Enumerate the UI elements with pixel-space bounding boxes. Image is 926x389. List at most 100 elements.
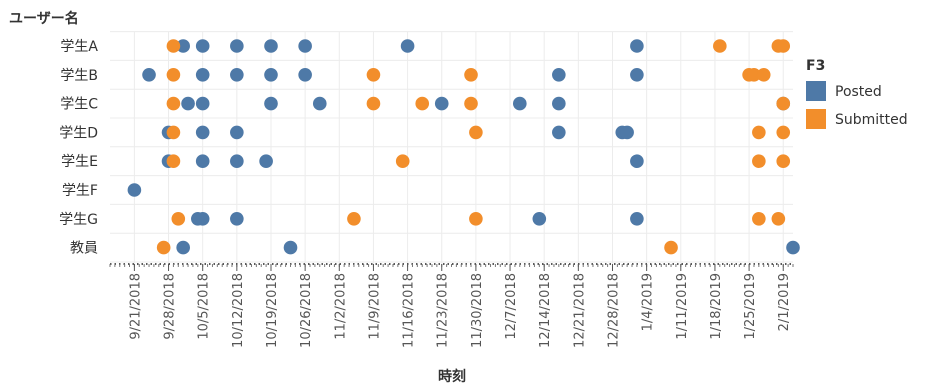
data-point-posted xyxy=(630,68,644,82)
data-point-posted xyxy=(195,39,210,53)
data-point-posted xyxy=(513,96,527,111)
data-point-posted xyxy=(195,154,210,168)
data-point-posted xyxy=(230,39,244,53)
x-tick-label: 10/5/2018 xyxy=(197,273,212,340)
data-point-posted xyxy=(230,154,244,168)
data-points xyxy=(127,39,800,255)
data-point-submitted xyxy=(156,240,171,255)
data-point-posted xyxy=(142,68,156,82)
data-point-posted xyxy=(630,39,644,53)
data-point-posted xyxy=(630,212,644,226)
x-tick-label: 11/16/2018 xyxy=(402,273,417,348)
data-point-posted xyxy=(264,96,278,111)
data-point-submitted xyxy=(747,68,761,82)
legend-title: F3 xyxy=(806,58,825,74)
row-label: 学生F xyxy=(62,183,98,199)
x-tick-label: 1/25/2019 xyxy=(743,273,758,340)
row-label: 学生C xyxy=(60,97,98,113)
data-point-posted xyxy=(230,212,244,226)
data-point-posted xyxy=(195,125,210,140)
data-point-submitted xyxy=(469,212,483,226)
row-label: 学生A xyxy=(60,39,98,55)
data-point-posted xyxy=(195,68,210,82)
data-point-submitted xyxy=(776,125,791,140)
data-point-posted xyxy=(264,68,278,82)
row-axis-title: ユーザー名 xyxy=(9,10,79,27)
data-point-posted xyxy=(552,96,566,111)
x-tick-label: 2/1/2019 xyxy=(777,273,792,331)
x-tick-label: 9/28/2018 xyxy=(163,273,178,340)
data-point-submitted xyxy=(166,68,181,82)
row-label: 学生E xyxy=(61,154,98,170)
data-point-submitted xyxy=(366,96,381,111)
data-point-submitted xyxy=(752,212,766,226)
data-point-posted xyxy=(230,125,244,140)
data-point-submitted xyxy=(752,125,766,140)
data-point-submitted xyxy=(166,96,181,111)
data-point-posted xyxy=(312,96,327,111)
legend: F3 Posted Submitted xyxy=(806,58,908,129)
data-point-submitted xyxy=(713,39,727,53)
grid-layer xyxy=(110,31,793,264)
x-tick-label: 12/28/2018 xyxy=(606,273,621,348)
row-label: 教員 xyxy=(70,241,98,257)
data-point-posted xyxy=(532,212,547,226)
data-point-submitted xyxy=(366,68,381,82)
data-point-posted xyxy=(552,68,566,82)
row-label: 学生G xyxy=(59,212,98,228)
row-labels: 学生A 学生B 学生C 学生D 学生E 学生F 学生G 教員 xyxy=(59,39,98,257)
data-point-posted xyxy=(298,39,312,53)
data-point-posted xyxy=(259,154,273,168)
x-tick-label: 1/11/2019 xyxy=(675,273,690,340)
data-point-posted xyxy=(195,96,210,111)
data-point-submitted xyxy=(166,39,181,53)
data-point-posted xyxy=(620,125,634,140)
x-tick-label: 11/30/2018 xyxy=(470,273,485,348)
data-point-posted xyxy=(786,240,800,255)
data-point-posted xyxy=(176,39,190,53)
x-tick-label: 11/9/2018 xyxy=(367,273,382,340)
data-point-posted xyxy=(127,183,142,197)
data-point-posted xyxy=(400,39,415,53)
data-point-submitted xyxy=(664,240,678,255)
x-tick-label: 9/21/2018 xyxy=(128,273,143,340)
row-label: 学生B xyxy=(60,68,98,84)
x-tick-label: 12/21/2018 xyxy=(572,273,587,348)
data-point-submitted xyxy=(395,154,410,168)
legend-items: Posted Submitted xyxy=(806,81,908,129)
data-point-submitted xyxy=(166,125,181,140)
x-tick-label: 11/23/2018 xyxy=(436,273,451,348)
x-axis-title: 時刻 xyxy=(438,368,466,385)
x-tick-label: 12/14/2018 xyxy=(538,273,553,348)
data-point-posted xyxy=(264,39,278,53)
data-point-posted xyxy=(630,154,644,168)
data-point-posted xyxy=(298,68,312,82)
legend-swatch xyxy=(806,81,826,101)
x-tick-label: 1/18/2019 xyxy=(709,273,724,340)
data-point-submitted xyxy=(776,154,791,168)
data-point-submitted xyxy=(776,39,791,53)
row-label: 学生D xyxy=(59,125,98,141)
legend-label: Submitted xyxy=(835,112,908,128)
data-point-submitted xyxy=(347,212,361,226)
data-point-submitted xyxy=(166,154,181,168)
data-point-submitted xyxy=(415,96,430,111)
data-point-submitted xyxy=(776,96,791,111)
x-axis-ticks: 9/21/2018 9/28/2018 10/5/2018 10/12/2018 10/… xyxy=(109,263,794,348)
legend-swatch xyxy=(806,109,826,129)
x-tick-label: 1/4/2019 xyxy=(641,273,656,331)
data-point-submitted xyxy=(464,68,478,82)
data-point-posted xyxy=(283,240,298,255)
x-tick-label: 11/2/2018 xyxy=(333,273,348,340)
x-tick-label: 12/7/2018 xyxy=(504,273,519,340)
data-point-submitted xyxy=(464,96,478,111)
data-point-posted xyxy=(195,212,210,226)
data-point-posted xyxy=(181,96,195,111)
data-point-submitted xyxy=(771,212,786,226)
legend-label: Posted xyxy=(835,84,882,100)
data-point-posted xyxy=(176,240,190,255)
data-point-posted xyxy=(552,125,566,140)
x-tick-label: 10/12/2018 xyxy=(231,273,246,348)
